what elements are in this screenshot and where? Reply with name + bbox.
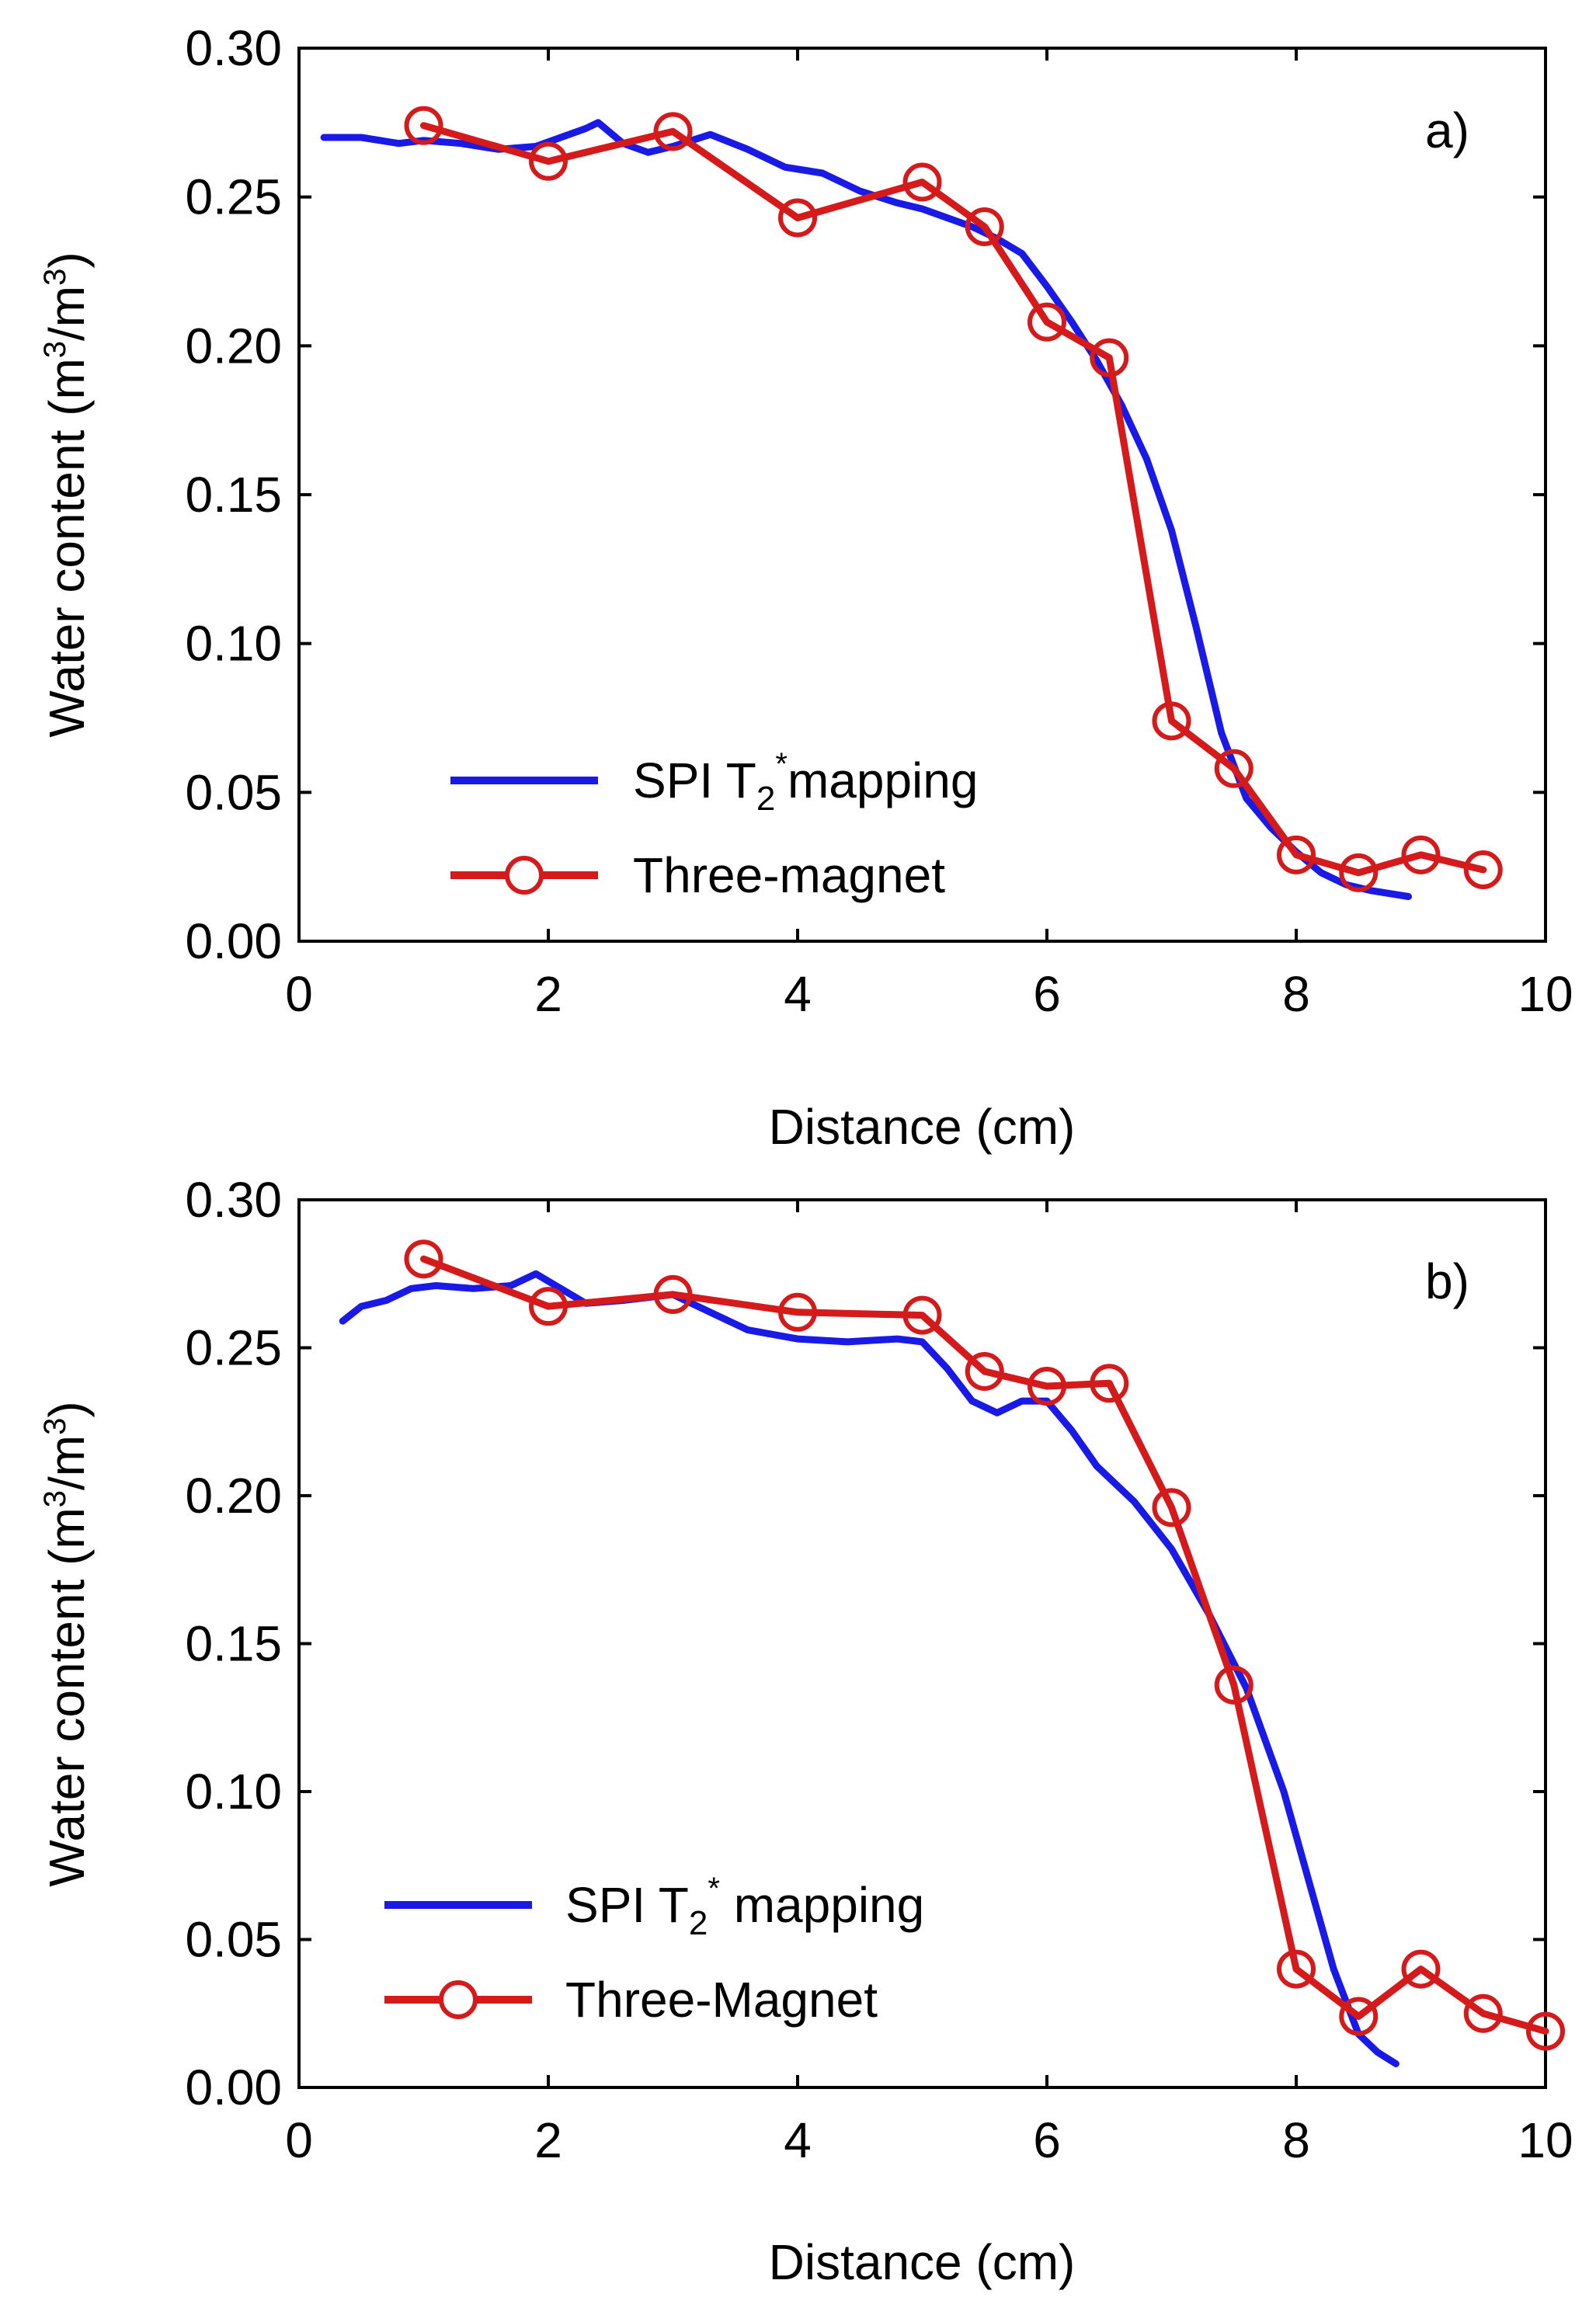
data-point-a-1-4	[902, 162, 942, 202]
y-tick-label-a-0: 0.00	[185, 913, 282, 969]
data-point-b-1-9	[1214, 1665, 1254, 1705]
legend-marker-three-magnet-b	[439, 1980, 478, 2019]
data-point-a-1-7	[1090, 338, 1129, 377]
legend-b: SPI T2* mapping Three-Magnet	[384, 1872, 924, 2028]
x-tick-label-a-3: 6	[1033, 966, 1061, 1022]
x-tick-label-b-2: 4	[784, 2112, 812, 2168]
y-tick-label-b-2: 0.10	[185, 1764, 282, 1820]
data-point-b-1-7	[1090, 1364, 1129, 1403]
legend-a: SPI T2*mapping Three-magnet	[450, 747, 978, 903]
x-tick-label-b-5: 10	[1518, 2112, 1573, 2168]
data-point-a-1-8	[1152, 701, 1191, 741]
legend-label-spi-b: SPI T2* mapping	[565, 1872, 924, 1942]
x-tick-label-b-0: 0	[285, 2112, 313, 2168]
data-point-b-1-10	[1277, 1949, 1316, 1989]
data-point-b-1-13	[1463, 1993, 1503, 2033]
y-tick-label-b-0: 0.00	[185, 2059, 282, 2115]
x-tick-label-a-0: 0	[285, 966, 313, 1022]
legend-item-spi-b: SPI T2* mapping	[384, 1872, 924, 1942]
plot-markers-b	[404, 1239, 1565, 2051]
data-point-b-1-2	[653, 1274, 693, 1314]
y-tick-label-a-4: 0.20	[185, 318, 282, 374]
data-point-a-1-12	[1401, 835, 1441, 874]
y-axis-title-a: Water content (m3/m3)	[38, 252, 95, 737]
data-point-a-1-11	[1339, 853, 1379, 892]
y-tick-label-a-6: 0.30	[185, 20, 282, 76]
plot-lines-b	[339, 1255, 1549, 2067]
y-tick-label-b-1: 0.05	[185, 1912, 282, 1968]
legend-label-spi-a: SPI T2*mapping	[633, 747, 978, 818]
legend-item-three-magnet-b: Three-Magnet	[384, 1972, 878, 2028]
legend-label-three-magnet-a: Three-magnet	[633, 847, 945, 903]
data-point-b-1-4	[902, 1295, 942, 1335]
x-axis-title-a: Distance (cm)	[769, 1099, 1076, 1155]
y-tick-label-a-1: 0.05	[185, 764, 282, 820]
plot-markers-a	[404, 106, 1503, 892]
legend-item-spi-a: SPI T2*mapping	[450, 747, 978, 818]
tick-labels-b: 0 2 4 6 8 10 0.00 0.05 0.10 0.15 0.20 0.25 0.30	[185, 1172, 1573, 2168]
y-tick-label-a-2: 0.10	[185, 616, 282, 672]
series-line-b-1	[420, 1255, 1549, 2035]
ticks-b	[297, 1198, 1547, 2089]
x-tick-label-a-5: 10	[1518, 966, 1573, 1022]
x-tick-label-b-1: 2	[534, 2112, 562, 2168]
y-tick-label-a-5: 0.25	[185, 169, 282, 225]
data-point-b-1-3	[778, 1292, 817, 1332]
data-point-a-1-6	[1027, 302, 1066, 342]
data-point-b-1-6	[1027, 1367, 1066, 1406]
legend-marker-three-magnet-a	[505, 856, 544, 895]
ticks-a	[297, 47, 1547, 943]
x-tick-label-b-3: 6	[1033, 2112, 1061, 2168]
x-tick-label-a-1: 2	[534, 966, 562, 1022]
data-point-a-1-10	[1277, 835, 1316, 874]
data-point-a-1-13	[1463, 850, 1503, 889]
data-point-a-1-5	[965, 207, 1004, 246]
panel-label-b: b)	[1425, 1253, 1469, 1309]
legend-item-three-magnet-a: Three-magnet	[450, 847, 945, 903]
x-tick-label-a-2: 4	[784, 966, 812, 1022]
data-point-b-1-14	[1526, 2011, 1565, 2051]
data-point-b-1-8	[1152, 1488, 1191, 1528]
x-tick-label-b-4: 8	[1282, 2112, 1310, 2168]
tick-labels-a: 0 2 4 6 8 10 0.00 0.05 0.10 0.15 0.20 0.25 0.30	[185, 20, 1573, 1022]
data-point-b-1-0	[404, 1239, 443, 1279]
data-point-a-1-3	[778, 198, 817, 238]
chart-panel-a: 0 2 4 6 8 10 0.00 0.05 0.10 0.15 0.20 0.25 0.30 a) D…	[38, 20, 1573, 1155]
chart-panel-b: 0 2 4 6 8 10 0.00 0.05 0.10 0.15 0.20 0.25 0.30 b) D…	[38, 1172, 1573, 2290]
y-tick-label-b-6: 0.30	[185, 1172, 282, 1228]
data-point-b-1-11	[1339, 1997, 1379, 2036]
panel-label-a: a)	[1425, 103, 1469, 158]
data-point-a-1-1	[529, 141, 568, 181]
data-point-a-1-2	[653, 112, 693, 151]
data-point-b-1-1	[529, 1287, 568, 1326]
y-tick-label-a-3: 0.15	[185, 467, 282, 523]
series-line-a-1	[420, 122, 1487, 877]
data-point-a-1-0	[404, 106, 443, 145]
y-tick-label-b-5: 0.25	[185, 1320, 282, 1376]
data-point-b-1-5	[965, 1351, 1004, 1391]
y-axis-title-b: Water content (m3/m3)	[38, 1401, 95, 1886]
data-point-b-1-12	[1401, 1949, 1441, 1989]
legend-label-three-magnet-b: Three-Magnet	[565, 1972, 878, 2028]
x-axis-title-b: Distance (cm)	[769, 2234, 1076, 2290]
y-tick-label-b-3: 0.15	[185, 1616, 282, 1672]
y-tick-label-b-4: 0.20	[185, 1468, 282, 1524]
x-tick-label-a-4: 8	[1282, 966, 1310, 1022]
data-point-a-1-9	[1214, 749, 1254, 788]
